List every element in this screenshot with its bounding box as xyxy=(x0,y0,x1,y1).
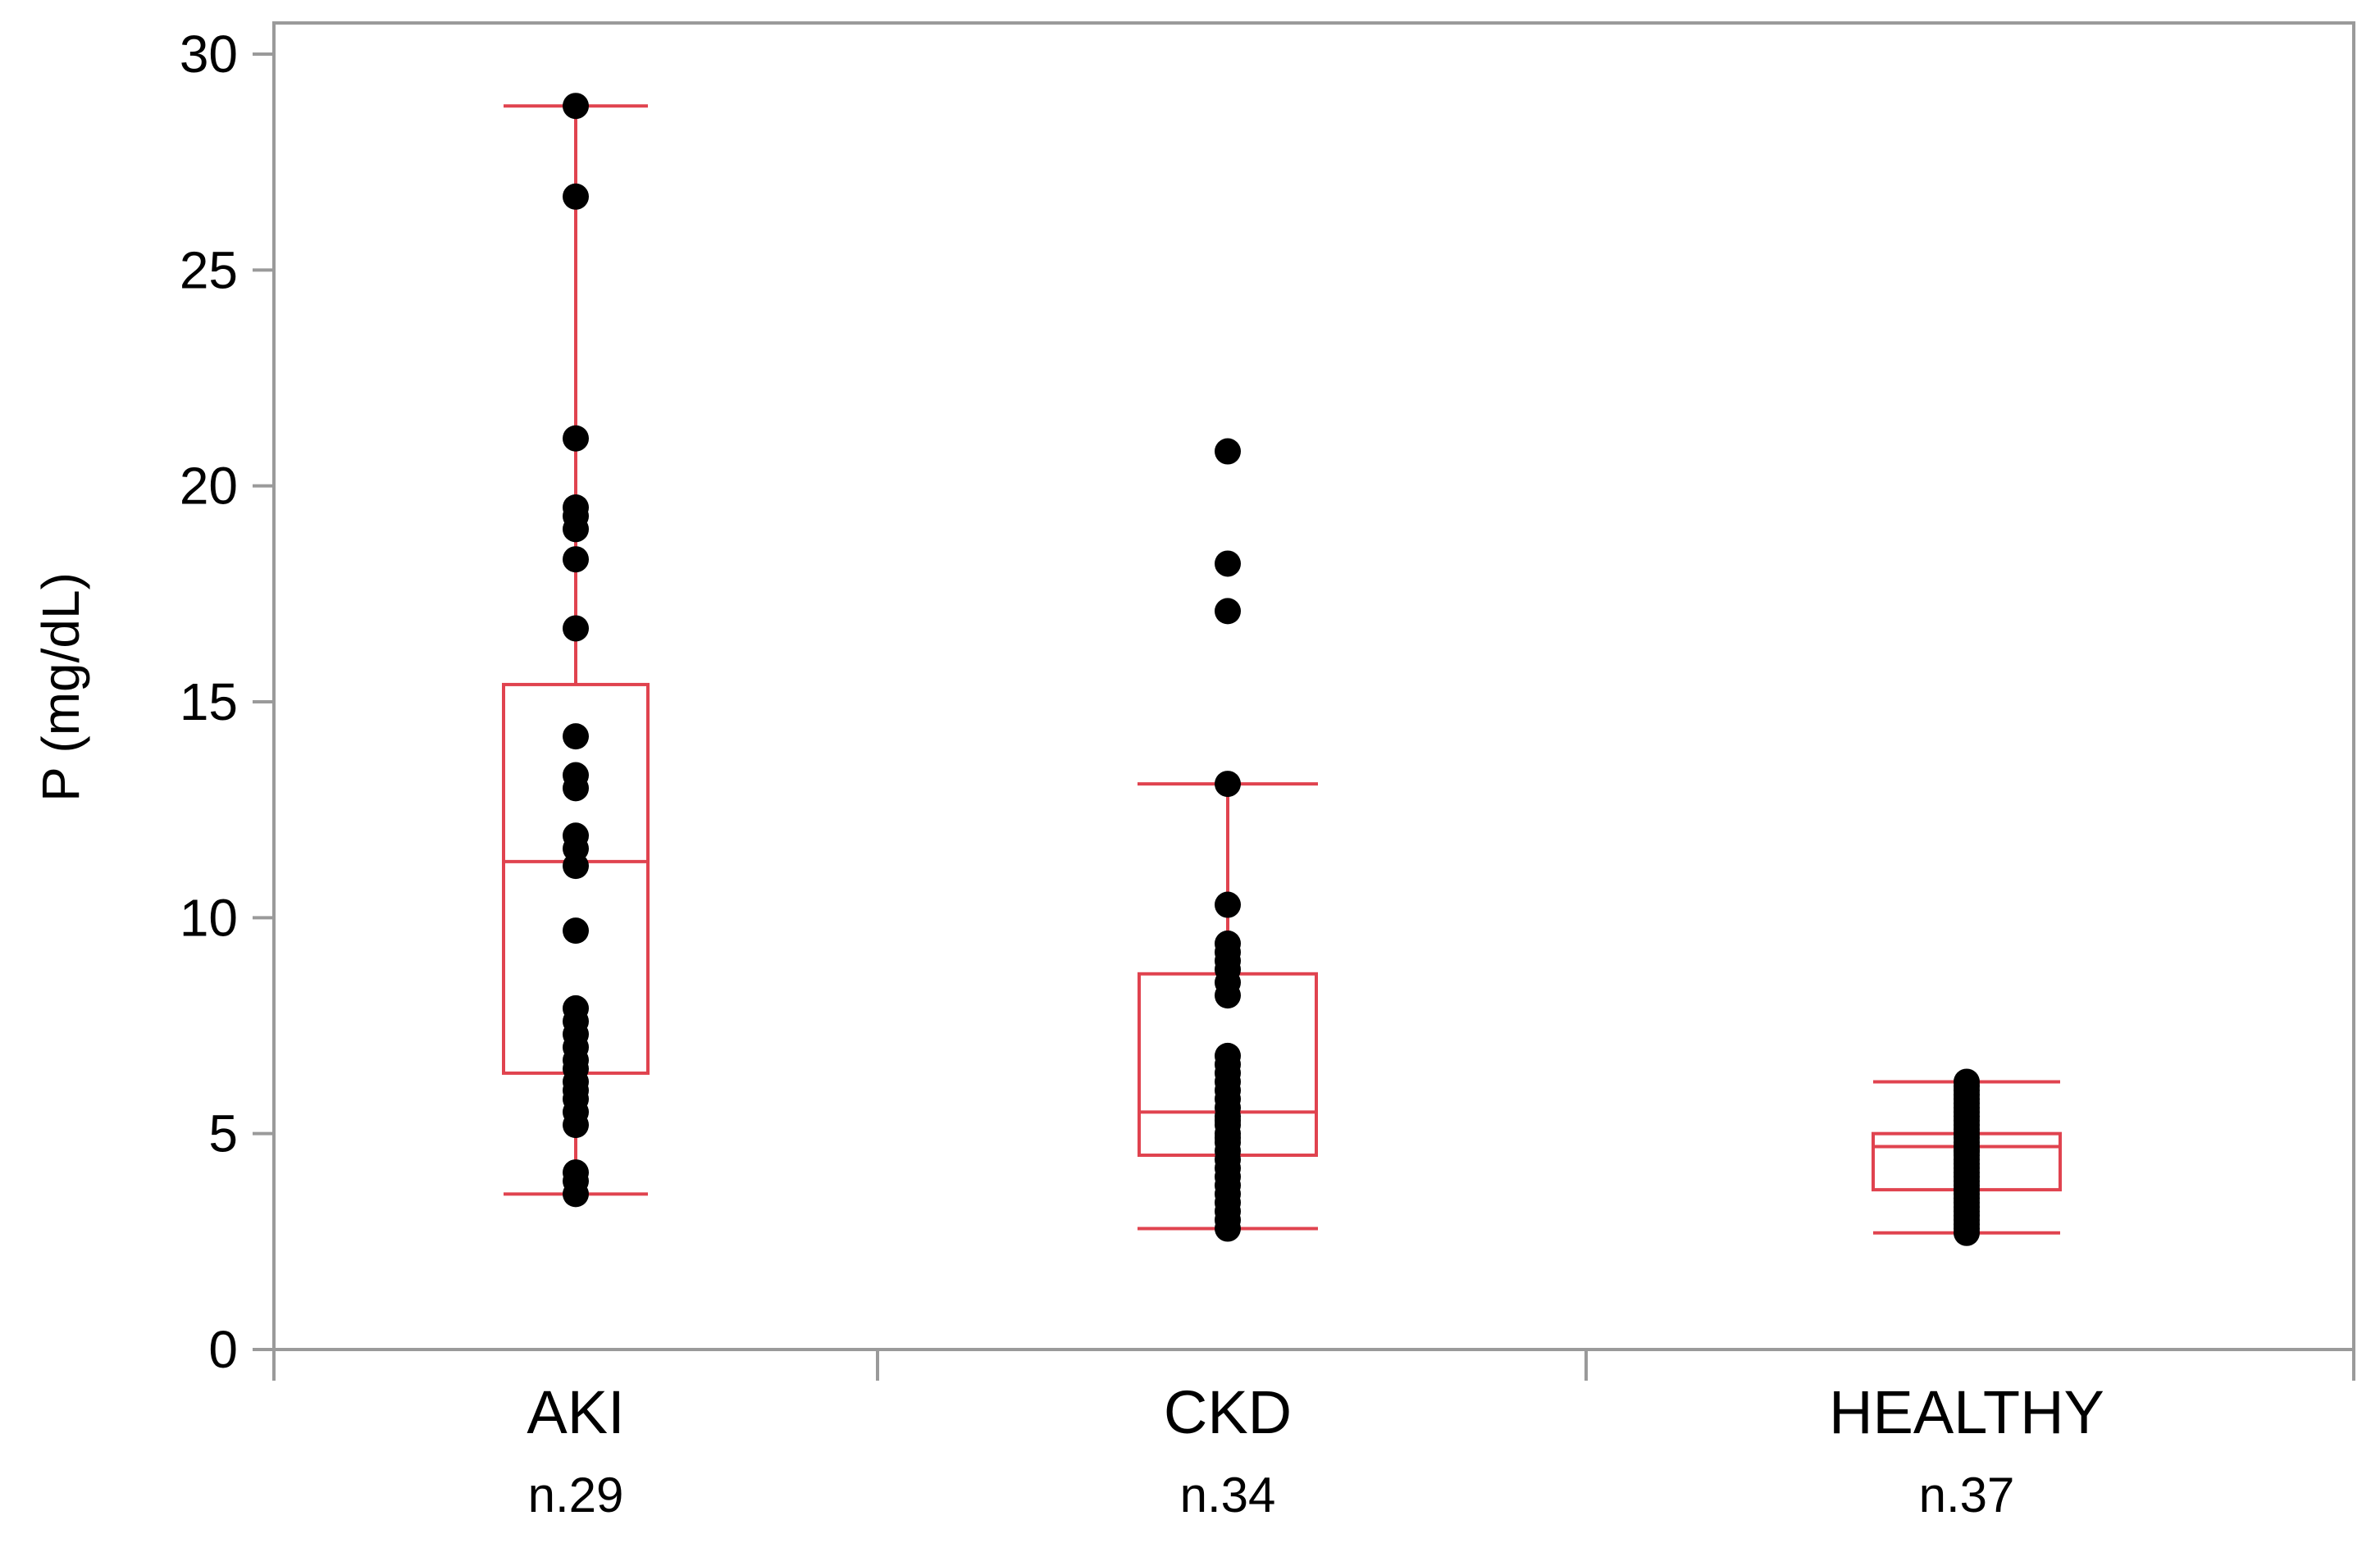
data-point xyxy=(563,822,589,849)
data-point xyxy=(1215,550,1241,577)
y-tick-label: 0 xyxy=(208,1320,238,1379)
data-point xyxy=(1215,1042,1241,1069)
data-point xyxy=(1215,598,1241,625)
y-tick-label: 10 xyxy=(180,888,238,947)
y-axis-label: P (mg/dL) xyxy=(31,572,90,802)
x-axis: AKI n.29 CKD n.34 HEALTHY n.37 xyxy=(272,1350,2355,1523)
box-groups xyxy=(502,93,2062,1246)
data-point xyxy=(563,1159,589,1186)
data-point xyxy=(1215,1107,1241,1134)
data-point xyxy=(563,762,589,789)
data-point xyxy=(563,615,589,642)
box-group-aki xyxy=(502,93,650,1208)
y-tick-label: 25 xyxy=(180,240,238,299)
data-point xyxy=(563,995,589,1022)
data-point xyxy=(1215,771,1241,798)
data-point xyxy=(1215,438,1241,465)
x-category-label: HEALTHY xyxy=(1829,1378,2104,1446)
x-count-label: n.37 xyxy=(1919,1468,2015,1523)
data-point xyxy=(1215,891,1241,918)
box-group-ckd xyxy=(1138,438,1318,1242)
data-point xyxy=(563,93,589,120)
y-tick-label: 5 xyxy=(208,1104,238,1163)
data-point xyxy=(1215,930,1241,957)
y-tick-label: 30 xyxy=(180,25,238,84)
x-count-label: n.34 xyxy=(1180,1468,1276,1523)
y-tick-label: 15 xyxy=(180,672,238,731)
data-point xyxy=(563,183,589,210)
data-point xyxy=(1954,1068,1980,1095)
data-point xyxy=(1954,1137,1980,1164)
x-category-label: AKI xyxy=(527,1378,624,1446)
data-point xyxy=(563,917,589,944)
x-count-label: n.29 xyxy=(528,1468,624,1523)
box-group-healthy xyxy=(1872,1068,2062,1246)
plot-frame xyxy=(272,21,2355,1351)
data-point xyxy=(563,546,589,573)
data-point xyxy=(563,425,589,452)
data-point xyxy=(563,723,589,750)
x-category-label: CKD xyxy=(1164,1378,1292,1446)
y-tick-label: 20 xyxy=(180,457,238,516)
data-point xyxy=(563,494,589,521)
y-axis: 0 5 10 15 20 25 30 xyxy=(180,25,274,1379)
